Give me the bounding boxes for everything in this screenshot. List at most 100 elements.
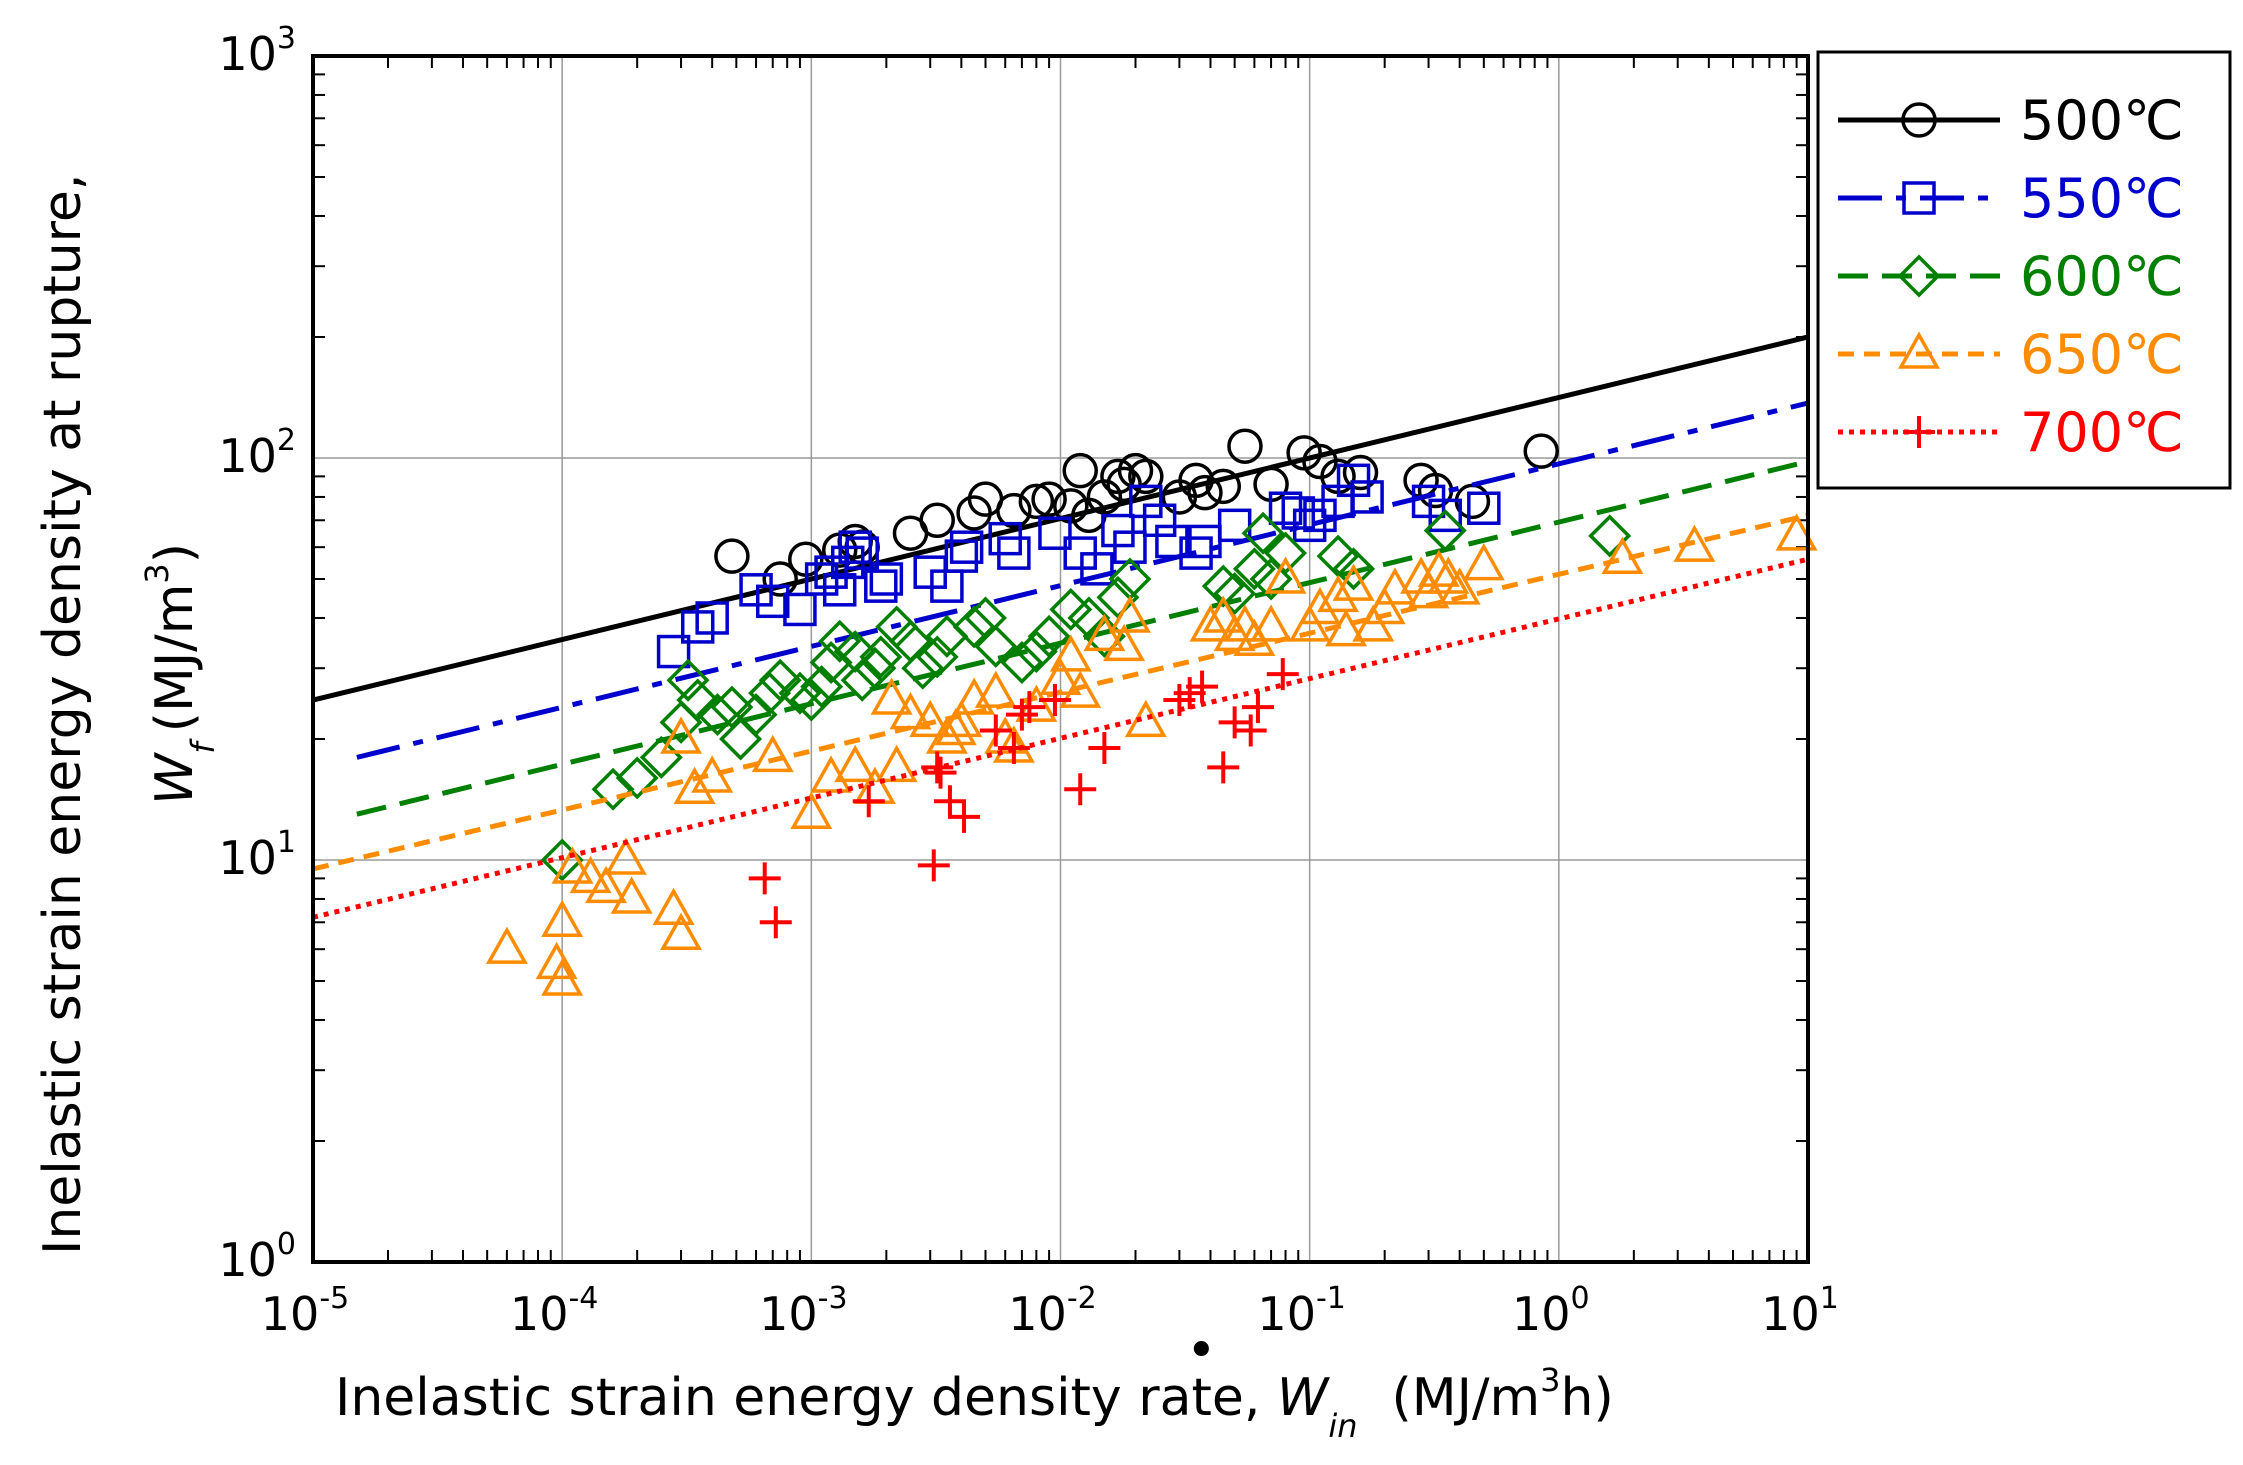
data-point: [852, 785, 885, 818]
data-point: [551, 846, 594, 884]
data-point: [1015, 684, 1058, 722]
data-point: [1332, 563, 1375, 601]
data-point: [1264, 556, 1307, 594]
data-point: [834, 744, 877, 783]
x-tick-base: 10: [510, 1287, 569, 1341]
x-axis-title: Inelastic strain energy density rate, Wi…: [335, 1361, 1614, 1445]
data-point: [1064, 773, 1097, 806]
x-tick-base: 10: [261, 1287, 320, 1341]
data-point: [1588, 514, 1632, 558]
y-tick-exp: 0: [277, 1227, 296, 1262]
data-point: [652, 887, 695, 925]
data-point: [952, 605, 996, 649]
data-point: [714, 538, 750, 574]
plot-content: [312, 334, 1818, 996]
data-point: [1373, 567, 1416, 605]
y-axis-title-unit-sup: 3: [138, 563, 176, 583]
data-point: [1027, 614, 1071, 658]
y-axis-title-line2: Wf (MJ/m3): [138, 543, 222, 805]
data-point: [944, 539, 979, 573]
data-point: [610, 876, 653, 914]
data-point: [1124, 699, 1167, 738]
data-point: [1775, 513, 1818, 551]
y-axis-title-unit-pre: (MJ/m: [145, 584, 205, 733]
data-point: [695, 601, 729, 635]
data-point: [1083, 613, 1126, 652]
data-point: [1205, 468, 1242, 505]
data-point: [790, 791, 833, 829]
data-point: [1080, 552, 1114, 586]
data-point: [1013, 691, 1046, 724]
data-point: [840, 658, 884, 702]
data-point: [541, 899, 584, 938]
x-axis-title-unit-pre: (MJ/m: [1391, 1368, 1540, 1428]
series-3: [312, 512, 1818, 996]
fit-line: [312, 512, 1809, 872]
data-point: [875, 744, 918, 783]
data-point: [974, 624, 1018, 668]
data-point: [485, 926, 528, 964]
data-point: [710, 685, 754, 729]
data-point: [1103, 623, 1146, 662]
data-point: [1227, 428, 1263, 464]
data-point: [1186, 670, 1219, 703]
fit-line: [356, 400, 1809, 760]
data-point: [901, 646, 945, 690]
x-tick-base: 10: [1008, 1287, 1067, 1341]
x-tick-exp: 0: [1571, 1281, 1590, 1316]
fit-line: [312, 556, 1809, 920]
data-point: [666, 658, 710, 702]
data-point: [822, 573, 857, 607]
x-tick-label: 10-4: [510, 1281, 598, 1341]
x-tick-base: 10: [759, 1287, 818, 1341]
data-point: [789, 678, 833, 722]
x-tick-label: 10-1: [1257, 1281, 1345, 1341]
legend-entry-1: 550℃: [1838, 167, 2184, 230]
data-point: [1038, 684, 1071, 717]
legend-marker: [1898, 331, 1940, 369]
x-tick-exp: -3: [818, 1281, 848, 1316]
series-1: [356, 400, 1809, 760]
data-point: [615, 756, 659, 800]
data-point: [695, 693, 739, 737]
y-tick-label: 103: [218, 21, 296, 81]
data-point: [1049, 587, 1093, 631]
legend-label: 550℃: [2020, 167, 2184, 230]
data-point: [909, 699, 952, 738]
data-point: [762, 561, 798, 597]
series-4: [312, 556, 1809, 939]
legend-marker: [1903, 416, 1935, 448]
series-2: [356, 459, 1809, 882]
data-point: [1241, 691, 1274, 724]
data-point: [1179, 536, 1213, 570]
data-point: [953, 677, 996, 715]
y-tick-exp: 1: [277, 825, 296, 860]
x-axis-title-unit-post: h): [1561, 1368, 1614, 1428]
data-point: [1250, 604, 1293, 642]
x-axis-title-main: Inelastic strain energy density rate,: [335, 1368, 1277, 1428]
data-point: [673, 766, 716, 804]
legend-box: [1816, 50, 2232, 490]
y-axis-title: Inelastic strain energy density at ruptu…: [33, 174, 222, 1255]
data-point: [924, 756, 957, 789]
data-point: [948, 800, 981, 833]
legend-entry-0: 500℃: [1838, 89, 2184, 152]
data-point: [758, 658, 802, 702]
data-point: [1207, 751, 1240, 784]
data-point: [870, 677, 913, 715]
x-tick-base: 10: [1257, 1287, 1316, 1341]
x-tick-exp: -4: [568, 1281, 598, 1316]
data-point: [535, 941, 578, 980]
data-point: [859, 635, 903, 679]
data-point: [748, 862, 781, 895]
y-tick-exp: 2: [277, 423, 296, 458]
legend-entry-3: 650℃: [1838, 323, 2184, 386]
data-point: [585, 865, 628, 904]
x-tick-base: 10: [1512, 1287, 1571, 1341]
y-axis-title-line1: Inelastic strain energy density at ruptu…: [33, 174, 93, 1255]
data-point: [604, 837, 647, 875]
data-point: [1417, 549, 1460, 587]
legend: 500℃ 550℃ 600℃ 650℃ 700℃: [1816, 50, 2232, 490]
